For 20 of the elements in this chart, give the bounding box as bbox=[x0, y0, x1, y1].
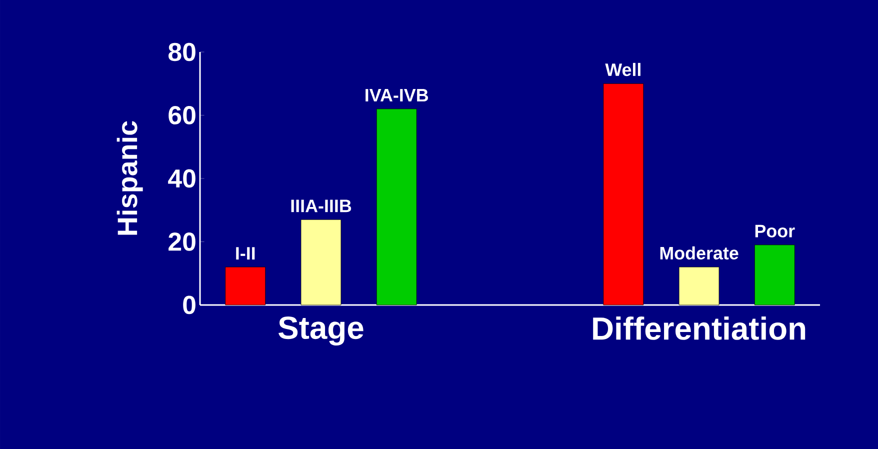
bar bbox=[754, 244, 795, 306]
y-tick-label: 0 bbox=[183, 296, 196, 314]
text: Differentiation bbox=[593, 316, 806, 340]
x-tick-label: IVA-IVB bbox=[366, 89, 428, 102]
x-tick-label: Well bbox=[605, 62, 640, 76]
bar bbox=[225, 266, 266, 306]
bar bbox=[603, 83, 644, 306]
y-tick-label: 60 bbox=[168, 106, 196, 124]
text: Stage bbox=[278, 316, 364, 346]
bar bbox=[376, 108, 417, 306]
x-tick-label: I-II bbox=[236, 247, 255, 260]
y-tick-label: 20 bbox=[168, 232, 196, 251]
x-tick-label: IIIA-IIIB bbox=[291, 200, 352, 212]
x-tick-label: Poor bbox=[755, 224, 795, 238]
y-tick-label: 80 bbox=[168, 42, 196, 62]
y-axis-title: Hispanic bbox=[116, 121, 143, 235]
y-tick-label: 40 bbox=[168, 169, 196, 188]
bar bbox=[300, 219, 342, 306]
x-tick-label: Moderate bbox=[660, 246, 738, 260]
bar bbox=[678, 266, 720, 306]
